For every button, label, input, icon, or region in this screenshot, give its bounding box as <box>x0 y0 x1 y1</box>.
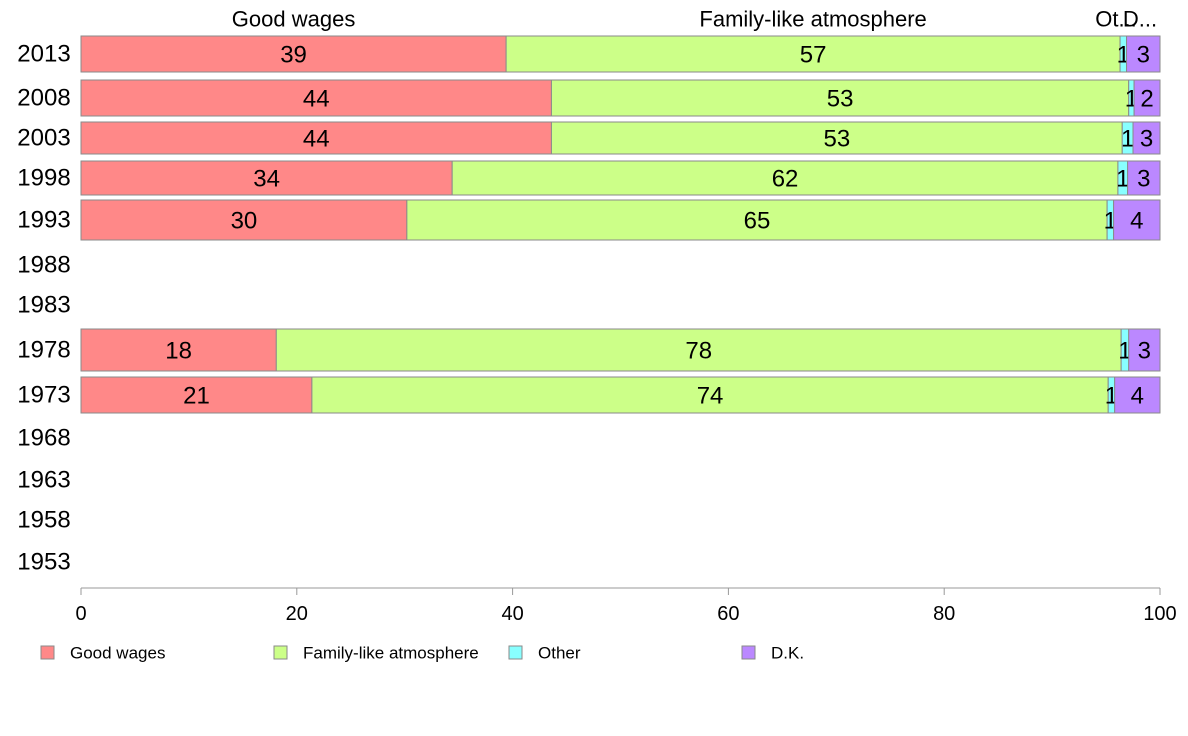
data-label-d-k--1998: 3 <box>1137 166 1150 193</box>
bar-good-wages-2003 <box>80 121 552 155</box>
data-label-family-like-atmosphere-2003: 53 <box>823 126 850 153</box>
data-label-good-wages-2003: 44 <box>303 126 330 153</box>
category-label-1998: 1998 <box>17 165 70 192</box>
bar-good-wages-1978 <box>80 328 277 372</box>
category-label-2013: 2013 <box>17 41 70 68</box>
legend-swatch-family-like-atmosphere <box>273 645 288 660</box>
bar-d-k--1973 <box>1114 376 1161 414</box>
data-label-good-wages-2008: 44 <box>303 86 330 113</box>
category-label-1973: 1973 <box>17 382 70 409</box>
series-header-2: Ot... <box>1095 7 1137 32</box>
bar-d-k--1978 <box>1128 328 1161 372</box>
bar-d-k--1993 <box>1113 199 1161 241</box>
x-tick-label-20: 20 <box>286 603 308 625</box>
data-label-other-2003: 1 <box>1121 126 1134 153</box>
legend-label-other: Other <box>538 644 581 663</box>
data-label-d-k--2008: 2 <box>1140 86 1153 113</box>
bar-d-k--2008 <box>1133 79 1161 117</box>
bar-family-like-atmosphere-1998 <box>451 160 1119 196</box>
data-label-good-wages-1978: 18 <box>165 338 192 365</box>
data-label-family-like-atmosphere-2008: 53 <box>827 86 854 113</box>
category-label-2008: 2008 <box>17 85 70 112</box>
legend-swatch-d-k- <box>741 645 756 660</box>
bar-family-like-atmosphere-2013 <box>505 35 1121 73</box>
x-tick-label-100: 100 <box>1143 603 1176 625</box>
data-label-family-like-atmosphere-1973: 74 <box>697 383 724 410</box>
bar-good-wages-1998 <box>80 160 453 196</box>
legend-label-family-like-atmosphere: Family-like atmosphere <box>303 644 479 663</box>
x-tick-label-80: 80 <box>933 603 955 625</box>
series-header-0: Good wages <box>232 7 356 32</box>
x-tick-label-60: 60 <box>717 603 739 625</box>
data-label-good-wages-2013: 39 <box>280 42 307 69</box>
category-label-1958: 1958 <box>17 507 70 534</box>
series-header-3: D... <box>1123 7 1157 32</box>
bar-d-k--2013 <box>1126 35 1161 73</box>
category-label-1993: 1993 <box>17 207 70 234</box>
data-label-other-1998: 1 <box>1116 166 1129 193</box>
series-header-labels: Good wages Family-like atmosphere Ot...D..… <box>232 7 1157 32</box>
data-label-good-wages-1998: 34 <box>253 166 280 193</box>
bar-d-k--1998 <box>1127 160 1161 196</box>
category-label-1968: 1968 <box>17 425 70 452</box>
x-tick-label-40: 40 <box>501 603 523 625</box>
legend-label-d-k-: D.K. <box>771 644 804 663</box>
bar-good-wages-2013 <box>80 35 507 73</box>
data-label-family-like-atmosphere-1993: 65 <box>744 208 771 235</box>
bar-family-like-atmosphere-1978 <box>275 328 1122 372</box>
category-label-1988: 1988 <box>17 252 70 279</box>
series-header-1: Family-like atmosphere <box>699 7 926 32</box>
category-label-1983: 1983 <box>17 292 70 319</box>
data-label-family-like-atmosphere-1978: 78 <box>685 338 712 365</box>
data-label-d-k--1993: 4 <box>1130 208 1143 235</box>
x-axis: 0 20 40 60 80 100 <box>75 587 1177 625</box>
data-label-family-like-atmosphere-2013: 57 <box>800 42 827 69</box>
legend-swatch-good-wages <box>40 645 55 660</box>
data-label-family-like-atmosphere-1998: 62 <box>772 166 799 193</box>
category-label-1963: 1963 <box>17 467 70 494</box>
legend-label-good-wages: Good wages <box>70 644 165 663</box>
x-tick-label-0: 0 <box>75 603 86 625</box>
data-label-d-k--2013: 3 <box>1137 42 1150 69</box>
category-label-2003: 2003 <box>17 125 70 152</box>
legend-swatch-other <box>508 645 523 660</box>
category-label-1978: 1978 <box>17 337 70 364</box>
data-label-d-k--2003: 3 <box>1140 126 1153 153</box>
bar-family-like-atmosphere-1973 <box>311 376 1109 414</box>
data-label-good-wages-1973: 21 <box>183 383 210 410</box>
category-label-1953: 1953 <box>17 549 70 576</box>
legend: Good wages Family-like atmosphere Other D.K… <box>40 644 804 663</box>
bar-family-like-atmosphere-2008 <box>550 79 1130 117</box>
bar-family-like-atmosphere-2003 <box>550 121 1123 155</box>
data-label-d-k--1978: 3 <box>1138 338 1151 365</box>
bar-d-k--2003 <box>1132 121 1161 155</box>
data-label-d-k--1973: 4 <box>1131 383 1144 410</box>
data-label-good-wages-1993: 30 <box>231 208 258 235</box>
